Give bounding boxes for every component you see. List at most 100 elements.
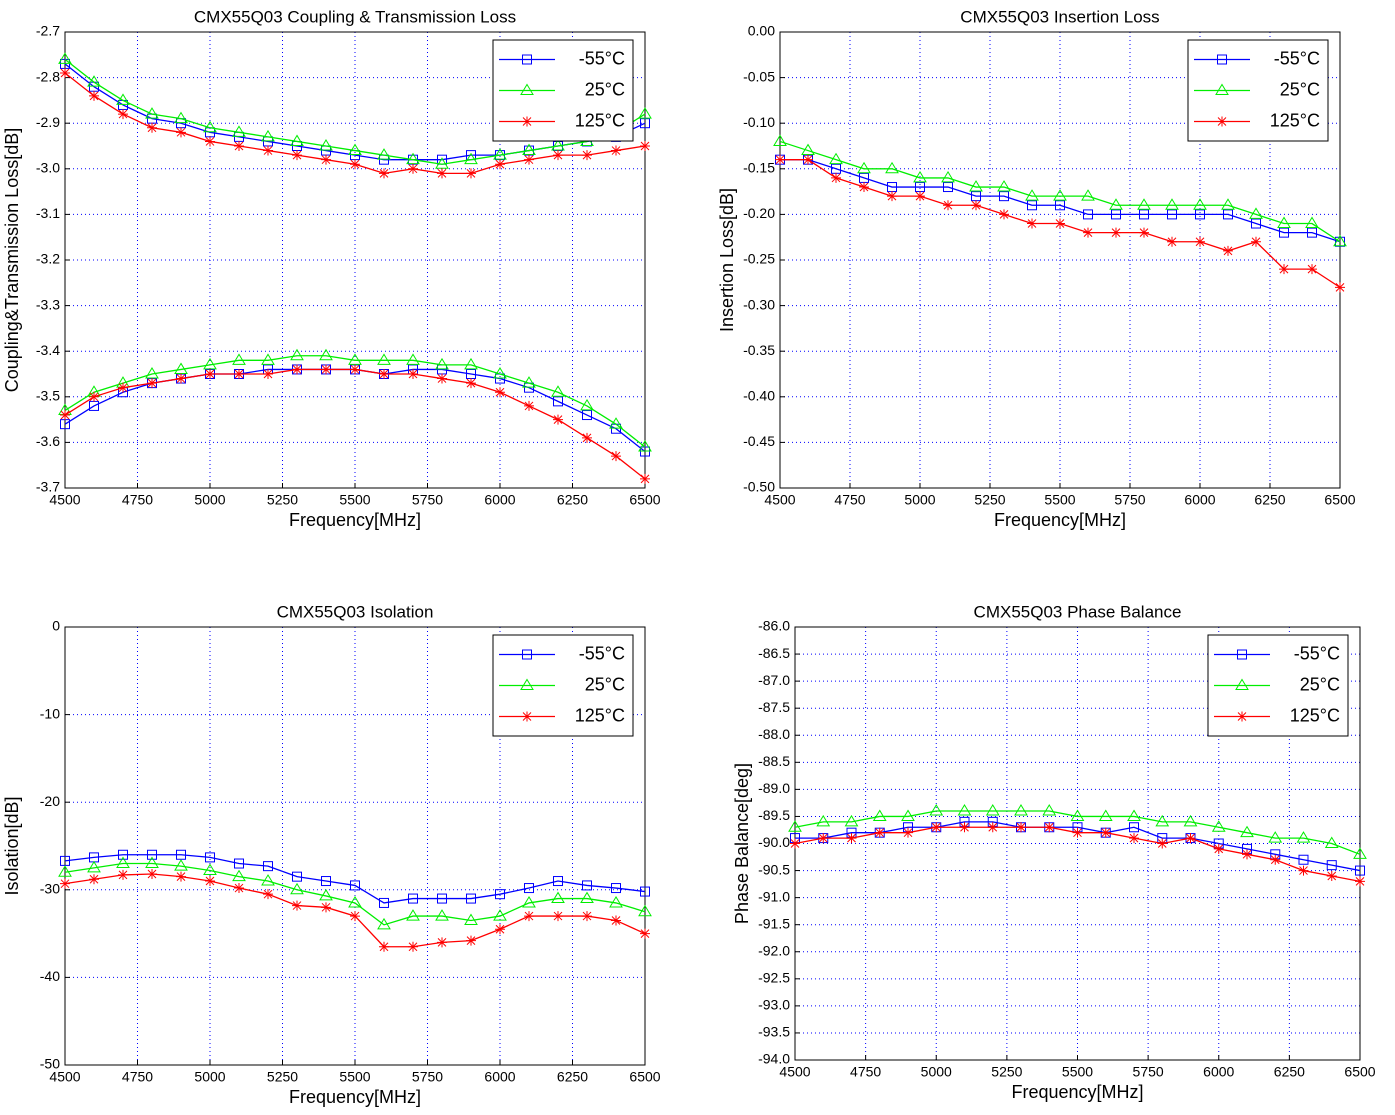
- data-point: [640, 928, 650, 939]
- data-point: [493, 148, 507, 160]
- x-tick-label: 5000: [904, 492, 935, 508]
- data-point: [551, 891, 565, 904]
- data-point: [609, 895, 623, 908]
- y-tick-label: -0.35: [743, 342, 775, 358]
- legend-label: 25°C: [585, 674, 625, 694]
- legend-label: 125°C: [1270, 110, 1320, 130]
- data-point: [959, 822, 970, 833]
- data-point: [203, 357, 217, 370]
- data-point: [292, 871, 302, 882]
- data-point: [408, 941, 418, 952]
- y-tick-label: 0.00: [748, 23, 775, 39]
- legend-marker: [520, 678, 534, 690]
- data-point: [464, 913, 478, 925]
- x-tick-label: 5250: [974, 492, 1005, 508]
- data-point: [551, 139, 565, 151]
- data-point: [232, 869, 246, 882]
- data-point: [60, 68, 70, 79]
- data-point: [1167, 209, 1177, 220]
- x-tick-label: 5750: [1133, 1064, 1164, 1080]
- y-tick-label: -3.4: [36, 342, 60, 358]
- data-point: [406, 152, 420, 165]
- data-point: [844, 814, 859, 827]
- data-point: [263, 861, 273, 872]
- data-point: [1157, 838, 1168, 849]
- x-tick-label: 6000: [484, 1069, 515, 1085]
- data-point: [406, 353, 420, 365]
- data-point: [406, 909, 420, 921]
- data-point: [638, 107, 652, 119]
- data-point: [408, 163, 418, 174]
- data-point: [379, 168, 389, 179]
- series-line: [64, 58, 646, 165]
- data-point: [816, 814, 831, 827]
- data-point: [901, 809, 915, 821]
- data-point: [1305, 216, 1319, 229]
- data-point: [1251, 218, 1261, 229]
- y-tick-label: -40: [40, 968, 60, 984]
- data-point: [1014, 804, 1028, 816]
- data-point: [522, 895, 536, 908]
- data-point: [913, 170, 927, 183]
- data-point: [263, 889, 273, 900]
- data-point: [377, 353, 391, 365]
- data-point: [321, 876, 331, 887]
- data-point: [941, 170, 955, 183]
- data-point: [466, 893, 476, 904]
- x-axis-label: Frequency[MHz]: [289, 510, 421, 530]
- data-point: [611, 451, 621, 462]
- data-point: [495, 889, 505, 900]
- data-point: [205, 852, 215, 863]
- data-point: [174, 111, 188, 124]
- data-point: [60, 410, 70, 421]
- data-point: [1027, 200, 1037, 211]
- data-point: [522, 376, 536, 388]
- data-point: [145, 856, 159, 869]
- data-point: [580, 891, 594, 904]
- data-point: [524, 911, 534, 922]
- y-tick-label: -0.45: [743, 433, 775, 449]
- y-tick-label: -3.5: [36, 388, 60, 404]
- data-point: [493, 367, 507, 379]
- y-tick-label: -91.0: [758, 888, 790, 904]
- x-tick-label: 5000: [194, 1069, 225, 1085]
- x-tick-label: 6500: [629, 492, 660, 508]
- data-point: [118, 109, 128, 120]
- legend-marker: [1237, 711, 1247, 722]
- data-point: [263, 369, 273, 379]
- data-point: [292, 364, 302, 375]
- x-tick-label: 5500: [339, 492, 370, 508]
- x-tick-label: 6500: [1344, 1064, 1375, 1080]
- legend-marker: [1237, 649, 1247, 660]
- data-point: [145, 367, 159, 379]
- y-axis-label: Isolation[dB]: [2, 796, 22, 895]
- data-point: [234, 858, 244, 869]
- series-line: [780, 159, 1341, 243]
- data-point: [1129, 833, 1139, 844]
- data-point: [846, 833, 857, 844]
- data-point: [553, 396, 563, 407]
- x-tick-label: 4750: [122, 1069, 153, 1085]
- y-tick-label: -0.40: [743, 388, 775, 404]
- data-point: [582, 150, 592, 161]
- y-tick-label: -2.7: [36, 23, 60, 39]
- data-point: [1072, 827, 1083, 838]
- data-point: [1193, 198, 1207, 210]
- data-point: [58, 865, 72, 877]
- data-point: [435, 357, 449, 370]
- data-point: [915, 191, 925, 202]
- data-point: [1324, 836, 1339, 848]
- data-point: [1335, 282, 1345, 293]
- data-point: [931, 822, 942, 833]
- data-point: [1070, 809, 1085, 821]
- data-point: [377, 148, 391, 160]
- data-point: [929, 804, 944, 816]
- data-point: [773, 134, 787, 146]
- data-point: [818, 833, 829, 844]
- y-tick-label: -93.0: [758, 997, 790, 1013]
- data-point: [640, 473, 650, 484]
- data-point: [1298, 865, 1309, 876]
- data-point: [290, 348, 304, 361]
- y-tick-label: -92.5: [758, 970, 790, 986]
- x-tick-label: 4500: [49, 492, 80, 508]
